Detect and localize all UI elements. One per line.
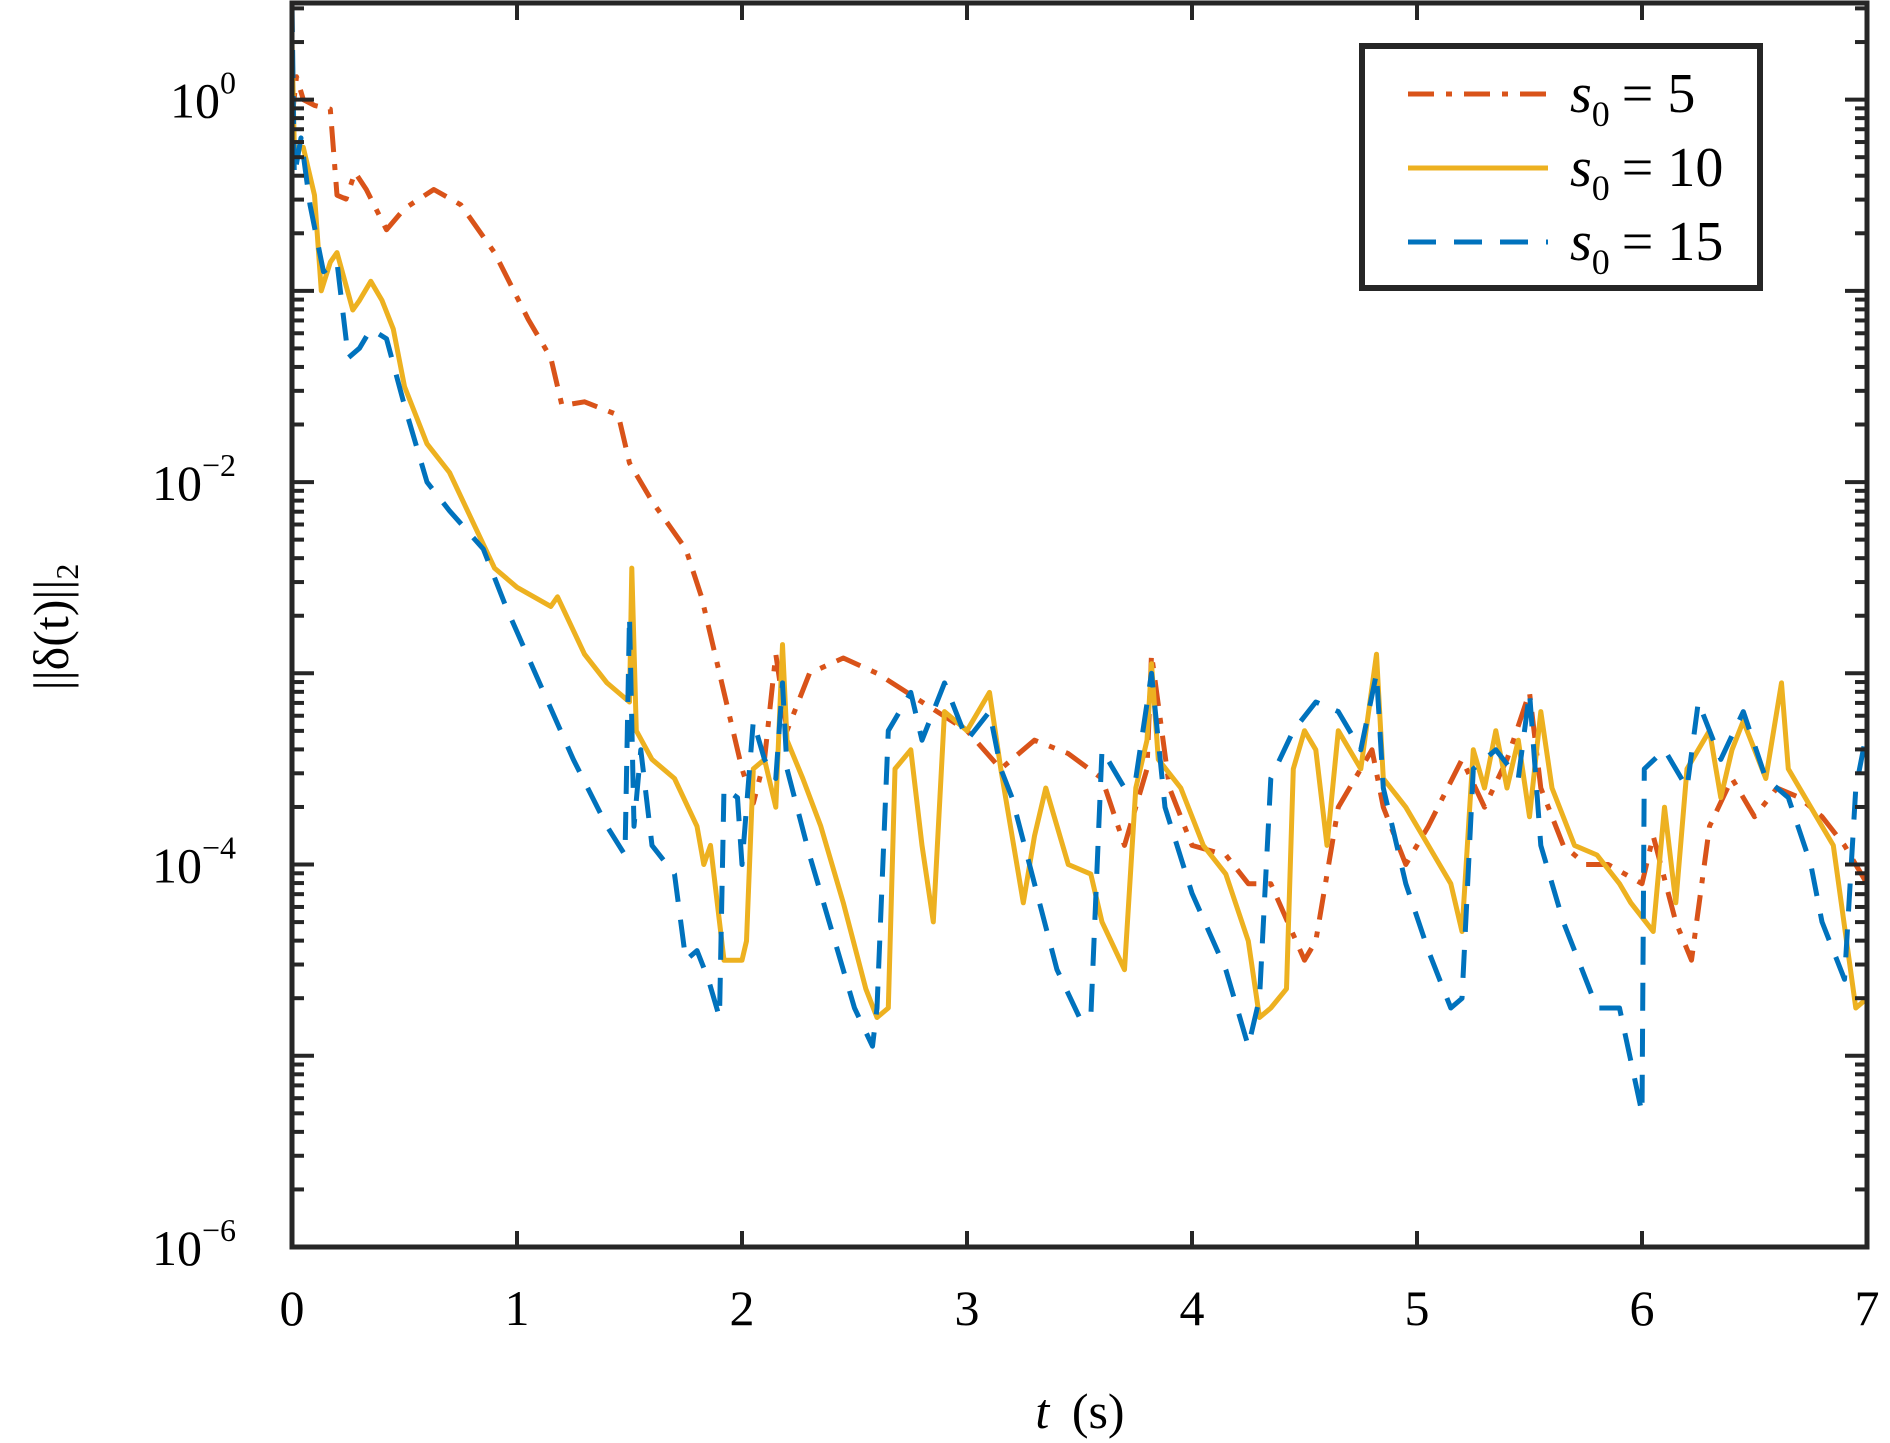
series-line: [292, 74, 1867, 963]
y-tick-label: 10−2: [152, 447, 236, 511]
legend-label-sub: 0: [1592, 168, 1610, 208]
y-tick-label: 100: [170, 65, 236, 129]
x-tick-label: 7: [1855, 1280, 1880, 1336]
x-tick-label: 4: [1180, 1280, 1205, 1336]
legend-label-rest: = 15: [1622, 211, 1724, 273]
legend-label-var: s: [1570, 63, 1592, 125]
legend-label-var: s: [1570, 137, 1592, 199]
x-tick-label: 5: [1405, 1280, 1430, 1336]
y-tick-base: 10: [152, 838, 202, 894]
y-tick-base: 10: [170, 73, 220, 129]
legend-entry: s0 = 5: [1408, 63, 1695, 134]
legend-label-rest: = 5: [1622, 63, 1696, 125]
legend-label: s0 = 5: [1570, 63, 1695, 134]
series-2: [292, 42, 1867, 1020]
plot-frame: [289, 0, 1870, 1250]
x-axis: 0 1 2 3 4 5 6 7: [280, 4, 1880, 1336]
legend-label-sub: 0: [1592, 242, 1610, 282]
x-tick-label: 3: [955, 1280, 980, 1336]
series-layer: [292, 4, 1867, 1116]
legend-label-sub: 0: [1592, 94, 1610, 134]
x-axis-label-var: t: [1035, 1383, 1050, 1439]
y-tick-label: 10−6: [152, 1212, 236, 1276]
x-tick-label: 0: [280, 1280, 305, 1336]
y-tick-exp: −4: [202, 830, 236, 866]
x-tick-label: 2: [730, 1280, 755, 1336]
series-line: [292, 42, 1867, 1020]
y-axis-label: ||δ(t)||2: [23, 564, 85, 691]
series-1: [292, 74, 1867, 963]
series-line: [292, 4, 1867, 1116]
x-tick-label: 1: [505, 1280, 530, 1336]
y-axis-label-sub: 2: [49, 564, 85, 580]
y-tick-exp: −2: [202, 447, 236, 483]
x-tick-label: 6: [1630, 1280, 1655, 1336]
legend-entry: s0 = 15: [1408, 211, 1723, 282]
legend-entry: s0 = 10: [1408, 137, 1723, 208]
legend-label: s0 = 15: [1570, 211, 1723, 282]
y-tick-base: 10: [152, 1220, 202, 1276]
y-tick-base: 10: [152, 455, 202, 511]
y-tick-exp: −6: [202, 1212, 236, 1248]
y-axis-label-text: ||δ(t)||: [23, 580, 79, 691]
y-tick-exp: 0: [220, 65, 236, 101]
series-3: [292, 4, 1867, 1116]
y-tick-label: 10−4: [152, 830, 236, 894]
legend-label-var: s: [1570, 211, 1592, 273]
legend-label-rest: = 10: [1622, 137, 1724, 199]
x-axis-label: t (s): [1035, 1383, 1124, 1439]
x-axis-label-unit: (s): [1072, 1383, 1125, 1439]
legend-label: s0 = 10: [1570, 137, 1723, 208]
